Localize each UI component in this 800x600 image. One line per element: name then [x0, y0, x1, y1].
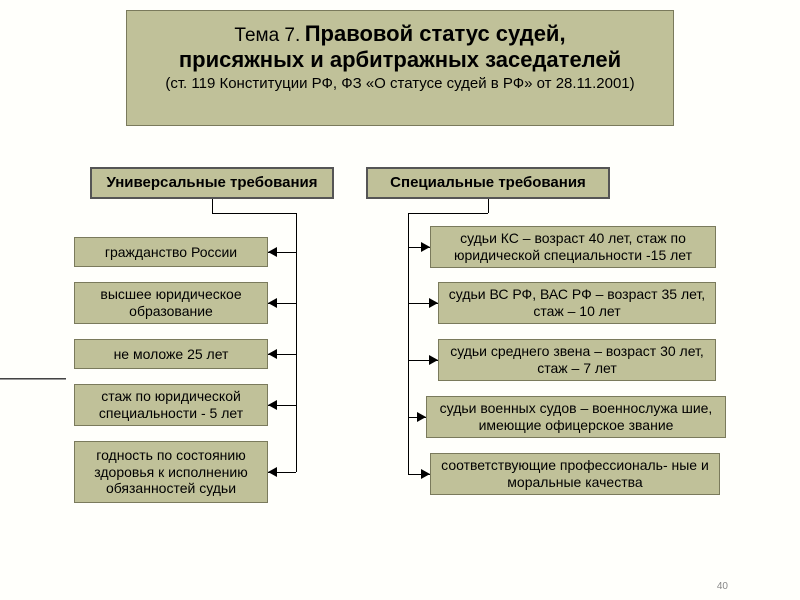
title-prefix: Тема 7. — [234, 25, 300, 46]
arrowhead-icon — [268, 298, 277, 308]
page-number: 40 — [717, 581, 728, 592]
right-item: судьи военных судов – военнослужа шие, и… — [426, 396, 726, 438]
arrowhead-icon — [268, 467, 277, 477]
right-item: соответствующие профессиональ- ные и мор… — [430, 453, 720, 495]
left-column-header: Универсальные требования — [90, 167, 334, 199]
connector-hline — [408, 213, 488, 214]
arrowhead-icon — [268, 349, 277, 359]
connector-hline — [212, 213, 296, 214]
left-item: высшее юридическое образование — [74, 282, 268, 324]
arrowhead-icon — [429, 298, 438, 308]
right-item: судьи среднего звена – возраст 30 лет, с… — [438, 339, 716, 381]
title-line1: Тема 7. Правовой статус судей, — [135, 21, 665, 47]
arrowhead-icon — [268, 400, 277, 410]
right-item: судьи КС – возраст 40 лет, стаж по юриди… — [430, 226, 716, 268]
arrowhead-icon — [268, 247, 277, 257]
connector-vline — [488, 199, 489, 213]
left-item: не моложе 25 лет — [74, 339, 268, 369]
connector-vline — [212, 199, 213, 213]
arrowhead-icon — [417, 412, 426, 422]
connector-vline — [296, 213, 297, 472]
arrowhead-icon — [429, 355, 438, 365]
right-item: судьи ВС РФ, ВАС РФ – возраст 35 лет, ст… — [438, 282, 716, 324]
connector-vline — [408, 213, 409, 474]
arrowhead-icon — [421, 469, 430, 479]
page-divider — [0, 378, 66, 380]
title-sub: (ст. 119 Конституции РФ, ФЗ «О статусе с… — [135, 75, 665, 92]
title-main-1: Правовой статус судей, — [305, 21, 566, 46]
arrowhead-icon — [421, 242, 430, 252]
title-box: Тема 7. Правовой статус судей, присяжных… — [126, 10, 674, 126]
right-column-header: Специальные требования — [366, 167, 610, 199]
title-main-2: присяжных и арбитражных заседателей — [135, 47, 665, 73]
left-item: годность по состоянию здоровья к исполне… — [74, 441, 268, 503]
left-item: стаж по юридической специальности - 5 ле… — [74, 384, 268, 426]
left-item: гражданство России — [74, 237, 268, 267]
